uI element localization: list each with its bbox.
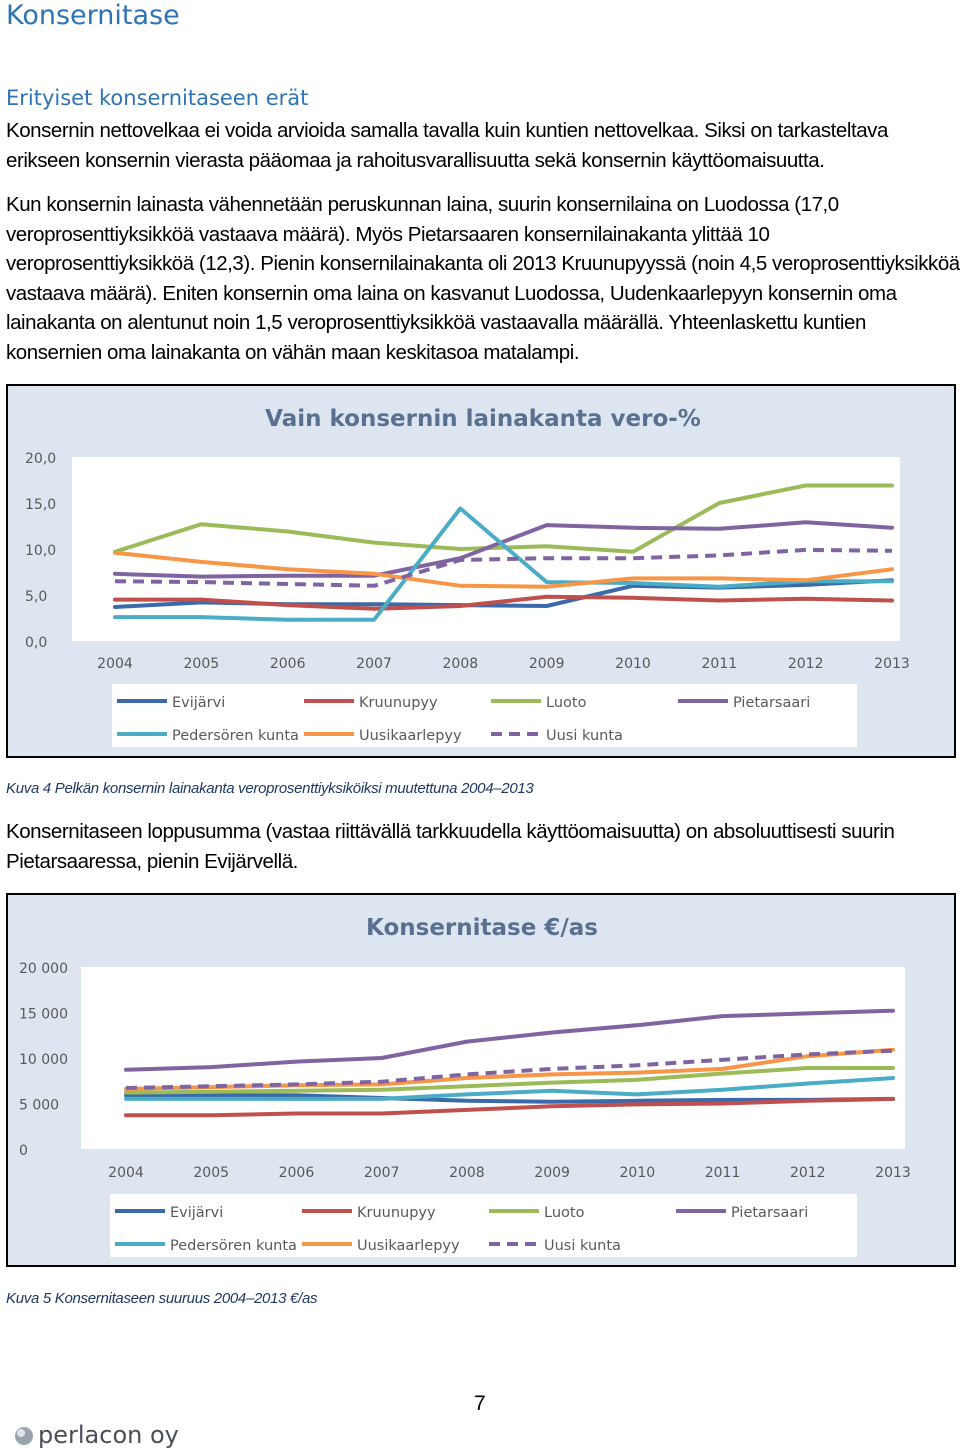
x-tick-label: 2006 (279, 1165, 315, 1181)
y-tick-label: 5 000 (19, 1098, 59, 1114)
x-tick-label: 2008 (449, 1165, 485, 1181)
series-line (113, 506, 894, 622)
x-tick-label: 2013 (875, 1165, 911, 1181)
x-tick-label: 2010 (615, 656, 651, 672)
y-tick-label: 0,0 (25, 635, 47, 651)
x-tick-label: 2005 (184, 656, 220, 672)
x-tick-label: 2005 (193, 1165, 229, 1181)
x-tick-label: 2007 (356, 656, 392, 672)
series-line (124, 1066, 895, 1095)
logo-icon: perlacon oy (15, 1421, 179, 1449)
legend-label: Pedersören kunta (172, 728, 299, 744)
caption-figure-5: Kuva 5 Konsernitaseen suuruus 2004–2013 … (6, 1290, 318, 1307)
y-tick-label: 20,0 (25, 451, 56, 467)
series-line (124, 1096, 895, 1118)
x-tick-label: 2008 (443, 656, 479, 672)
y-tick-label: 0 (19, 1143, 28, 1159)
legend-label: Pietarsaari (731, 1205, 808, 1221)
paragraph-2: Kun konsernin lainasta vähennetään perus… (6, 193, 960, 364)
series-line (113, 550, 894, 589)
x-tick-label: 2011 (705, 1165, 741, 1181)
series-line (113, 594, 894, 611)
caption-figure-4: Kuva 4 Pelkän konsernin lainakanta verop… (6, 780, 534, 797)
legend-label: Luoto (544, 1205, 585, 1221)
legend-label: Evijärvi (170, 1205, 223, 1221)
series-line (124, 1008, 895, 1072)
chart-balance-sheet: Konsernitase €/as 0 5 000 10 000 15 000 20 00… (6, 893, 956, 1267)
y-tick-label: 10 000 (19, 1052, 68, 1068)
x-tick-label: 2004 (97, 656, 133, 672)
series-line (125, 1048, 894, 1090)
legend-label: Uusikaarlepyy (357, 1238, 460, 1254)
x-tick-label: 2012 (790, 1165, 826, 1181)
legend-label: Uusi kunta (544, 1238, 621, 1254)
x-tick-label: 2011 (702, 656, 738, 672)
x-tick-label: 2010 (620, 1165, 656, 1181)
legend-label: Luoto (546, 695, 587, 711)
section-heading: Erityiset konsernitaseen erät (6, 86, 309, 110)
y-tick-label: 5,0 (25, 589, 47, 605)
chart-title: Vain konsernin lainakanta vero-% (265, 406, 701, 432)
legend-label: Kruunupyy (357, 1205, 436, 1221)
paragraph-3: Konsernitaseen loppusumma (vastaa riittä… (6, 820, 895, 873)
x-tick-label: 2013 (874, 656, 910, 672)
chart-loan-stock: Vain konsernin lainakanta vero-% 0,0 5,0 10… (6, 384, 956, 758)
x-tick-label: 2007 (364, 1165, 400, 1181)
legend-label: Uusikaarlepyy (359, 728, 462, 744)
company-logo: perlacon oy (8, 1418, 208, 1450)
chart-balance-sheet-svg: Konsernitase €/as 0 5 000 10 000 15 000 20 00… (19, 915, 911, 1257)
series-line (124, 1093, 895, 1104)
chart-title: Konsernitase €/as (366, 915, 598, 941)
plot-area (81, 967, 905, 1149)
legend-box (112, 684, 857, 747)
page-title: Konsernitase (6, 0, 180, 31)
legend-label: Kruunupyy (359, 695, 438, 711)
legend-label: Uusi kunta (546, 728, 623, 744)
series-line (114, 547, 893, 588)
series-line (124, 1076, 895, 1101)
series-line (113, 520, 894, 579)
chart-loan-stock-svg: Vain konsernin lainakanta vero-% 0,0 5,0 10… (25, 406, 910, 747)
page-number: 7 (474, 1392, 486, 1415)
logo-text: perlacon oy (38, 1421, 179, 1449)
y-tick-label: 15 000 (19, 1007, 68, 1023)
y-tick-label: 10,0 (25, 543, 56, 559)
y-tick-label: 20 000 (19, 961, 68, 977)
x-tick-label: 2012 (788, 656, 824, 672)
x-tick-label: 2004 (108, 1165, 144, 1181)
y-tick-label: 15,0 (25, 497, 56, 513)
legend-label: Pedersören kunta (170, 1238, 297, 1254)
x-tick-label: 2009 (534, 1165, 570, 1181)
legend-label: Pietarsaari (733, 695, 810, 711)
x-tick-label: 2006 (270, 656, 306, 672)
legend-label: Evijärvi (172, 695, 225, 711)
x-tick-label: 2009 (529, 656, 565, 672)
paragraph-1: Konsernin nettovelkaa ei voida arvioida … (6, 119, 888, 172)
legend-box (110, 1194, 857, 1257)
